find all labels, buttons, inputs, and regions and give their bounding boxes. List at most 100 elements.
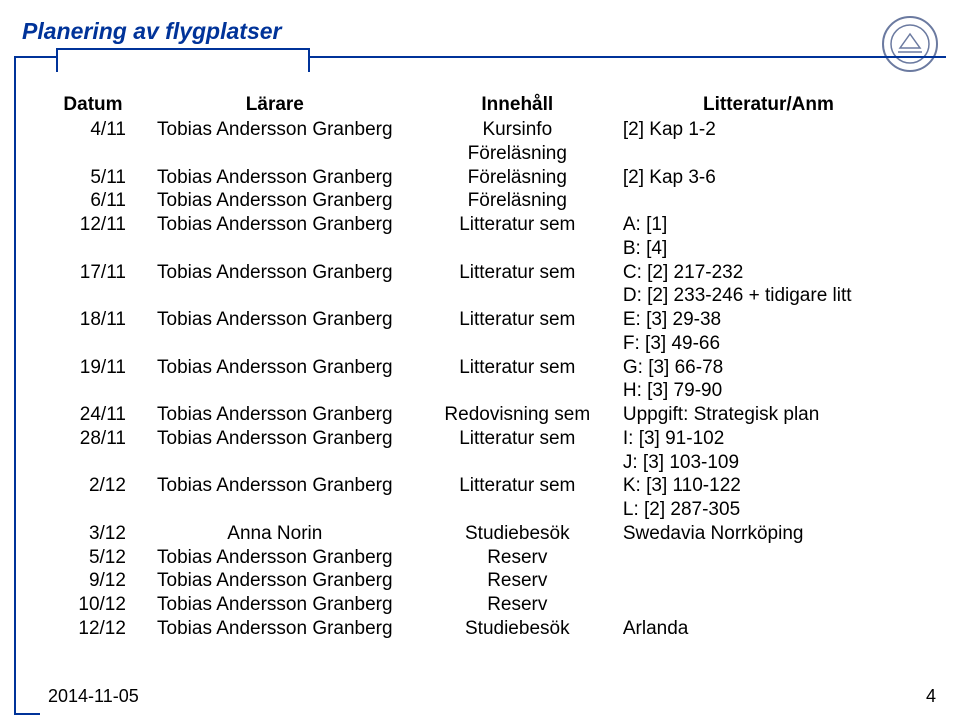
cell-teacher: Tobias Andersson Granberg — [132, 617, 418, 641]
cell-teacher — [132, 142, 418, 166]
col-header-lit: Litteratur/Anm — [617, 92, 920, 118]
cell-literature: F: [3] 49-66 — [617, 332, 920, 356]
cell-teacher: Tobias Andersson Granberg — [132, 403, 418, 427]
cell-content: Kursinfo — [418, 118, 617, 142]
cell-literature: D: [2] 233-246 + tidigare litt — [617, 284, 920, 308]
cell-teacher — [132, 451, 418, 475]
cell-teacher: Tobias Andersson Granberg — [132, 356, 418, 380]
cell-date: 12/11 — [54, 213, 132, 237]
cell-literature: H: [3] 79-90 — [617, 379, 920, 403]
cell-content: Reserv — [418, 593, 617, 617]
cell-date: 5/12 — [54, 546, 132, 570]
table-row: 9/12Tobias Andersson GranbergReserv — [54, 569, 920, 593]
cell-literature — [617, 189, 920, 213]
cell-date — [54, 379, 132, 403]
table-row: 4/11Tobias Andersson GranbergKursinfo[2]… — [54, 118, 920, 142]
cell-content: Föreläsning — [418, 189, 617, 213]
cell-literature: [2] Kap 3-6 — [617, 166, 920, 190]
cell-date: 28/11 — [54, 427, 132, 451]
cell-content — [418, 451, 617, 475]
cell-teacher — [132, 284, 418, 308]
frame-inset — [56, 48, 310, 72]
col-header-date: Datum — [54, 92, 132, 118]
table-row: Föreläsning — [54, 142, 920, 166]
table-row: L: [2] 287-305 — [54, 498, 920, 522]
table-row: D: [2] 233-246 + tidigare litt — [54, 284, 920, 308]
cell-teacher: Tobias Andersson Granberg — [132, 427, 418, 451]
cell-date — [54, 451, 132, 475]
cell-teacher: Tobias Andersson Granberg — [132, 213, 418, 237]
cell-literature: J: [3] 103-109 — [617, 451, 920, 475]
cell-literature: G: [3] 66-78 — [617, 356, 920, 380]
cell-teacher: Anna Norin — [132, 522, 418, 546]
cell-literature: Uppgift: Strategisk plan — [617, 403, 920, 427]
cell-content: Litteratur sem — [418, 213, 617, 237]
table-row: 28/11Tobias Andersson GranbergLitteratur… — [54, 427, 920, 451]
cell-teacher — [132, 332, 418, 356]
table-row: 5/12Tobias Andersson GranbergReserv — [54, 546, 920, 570]
cell-date: 3/12 — [54, 522, 132, 546]
cell-content: Reserv — [418, 546, 617, 570]
cell-content — [418, 498, 617, 522]
cell-literature: [2] Kap 1-2 — [617, 118, 920, 142]
table-row: H: [3] 79-90 — [54, 379, 920, 403]
table-row: J: [3] 103-109 — [54, 451, 920, 475]
table-row: 12/11Tobias Andersson GranbergLitteratur… — [54, 213, 920, 237]
table-header-row: Datum Lärare Innehåll Litteratur/Anm — [54, 92, 920, 118]
cell-date: 9/12 — [54, 569, 132, 593]
cell-teacher: Tobias Andersson Granberg — [132, 118, 418, 142]
schedule-table-container: Datum Lärare Innehåll Litteratur/Anm 4/1… — [54, 92, 920, 641]
table-row: 19/11Tobias Andersson GranbergLitteratur… — [54, 356, 920, 380]
cell-content: Reserv — [418, 569, 617, 593]
table-row: 3/12Anna NorinStudiebesökSwedavia Norrkö… — [54, 522, 920, 546]
cell-teacher — [132, 237, 418, 261]
cell-date: 12/12 — [54, 617, 132, 641]
cell-date: 24/11 — [54, 403, 132, 427]
cell-literature: K: [3] 110-122 — [617, 474, 920, 498]
cell-date: 5/11 — [54, 166, 132, 190]
cell-date — [54, 237, 132, 261]
cell-date: 4/11 — [54, 118, 132, 142]
table-row: 12/12Tobias Andersson GranbergStudiebesö… — [54, 617, 920, 641]
cell-teacher: Tobias Andersson Granberg — [132, 474, 418, 498]
cell-content: Redovisning sem — [418, 403, 617, 427]
cell-teacher: Tobias Andersson Granberg — [132, 189, 418, 213]
frame-left — [14, 56, 16, 715]
cell-content — [418, 237, 617, 261]
cell-literature: L: [2] 287-305 — [617, 498, 920, 522]
cell-content — [418, 332, 617, 356]
cell-date — [54, 284, 132, 308]
cell-literature: Swedavia Norrköping — [617, 522, 920, 546]
table-row: 2/12Tobias Andersson GranbergLitteratur … — [54, 474, 920, 498]
cell-content: Litteratur sem — [418, 261, 617, 285]
frame-bottom — [14, 713, 40, 715]
cell-literature — [617, 546, 920, 570]
cell-literature: I: [3] 91-102 — [617, 427, 920, 451]
cell-date — [54, 498, 132, 522]
cell-date: 18/11 — [54, 308, 132, 332]
page-title: Planering av flygplatser — [22, 18, 281, 45]
footer-date: 2014-11-05 — [48, 686, 139, 707]
cell-content: Litteratur sem — [418, 308, 617, 332]
cell-content: Litteratur sem — [418, 356, 617, 380]
cell-content: Föreläsning — [418, 166, 617, 190]
table-row: 6/11Tobias Andersson GranbergFöreläsning — [54, 189, 920, 213]
cell-teacher: Tobias Andersson Granberg — [132, 308, 418, 332]
table-row: 17/11Tobias Andersson GranbergLitteratur… — [54, 261, 920, 285]
cell-literature: B: [4] — [617, 237, 920, 261]
cell-date: 6/11 — [54, 189, 132, 213]
cell-date — [54, 142, 132, 166]
cell-content: Studiebesök — [418, 617, 617, 641]
cell-content — [418, 284, 617, 308]
footer-page-number: 4 — [926, 686, 936, 707]
cell-teacher: Tobias Andersson Granberg — [132, 546, 418, 570]
cell-content: Föreläsning — [418, 142, 617, 166]
cell-content: Litteratur sem — [418, 427, 617, 451]
col-header-teacher: Lärare — [132, 92, 418, 118]
cell-date: 17/11 — [54, 261, 132, 285]
cell-content: Studiebesök — [418, 522, 617, 546]
cell-content: Litteratur sem — [418, 474, 617, 498]
cell-teacher: Tobias Andersson Granberg — [132, 261, 418, 285]
table-row: B: [4] — [54, 237, 920, 261]
cell-literature: E: [3] 29-38 — [617, 308, 920, 332]
